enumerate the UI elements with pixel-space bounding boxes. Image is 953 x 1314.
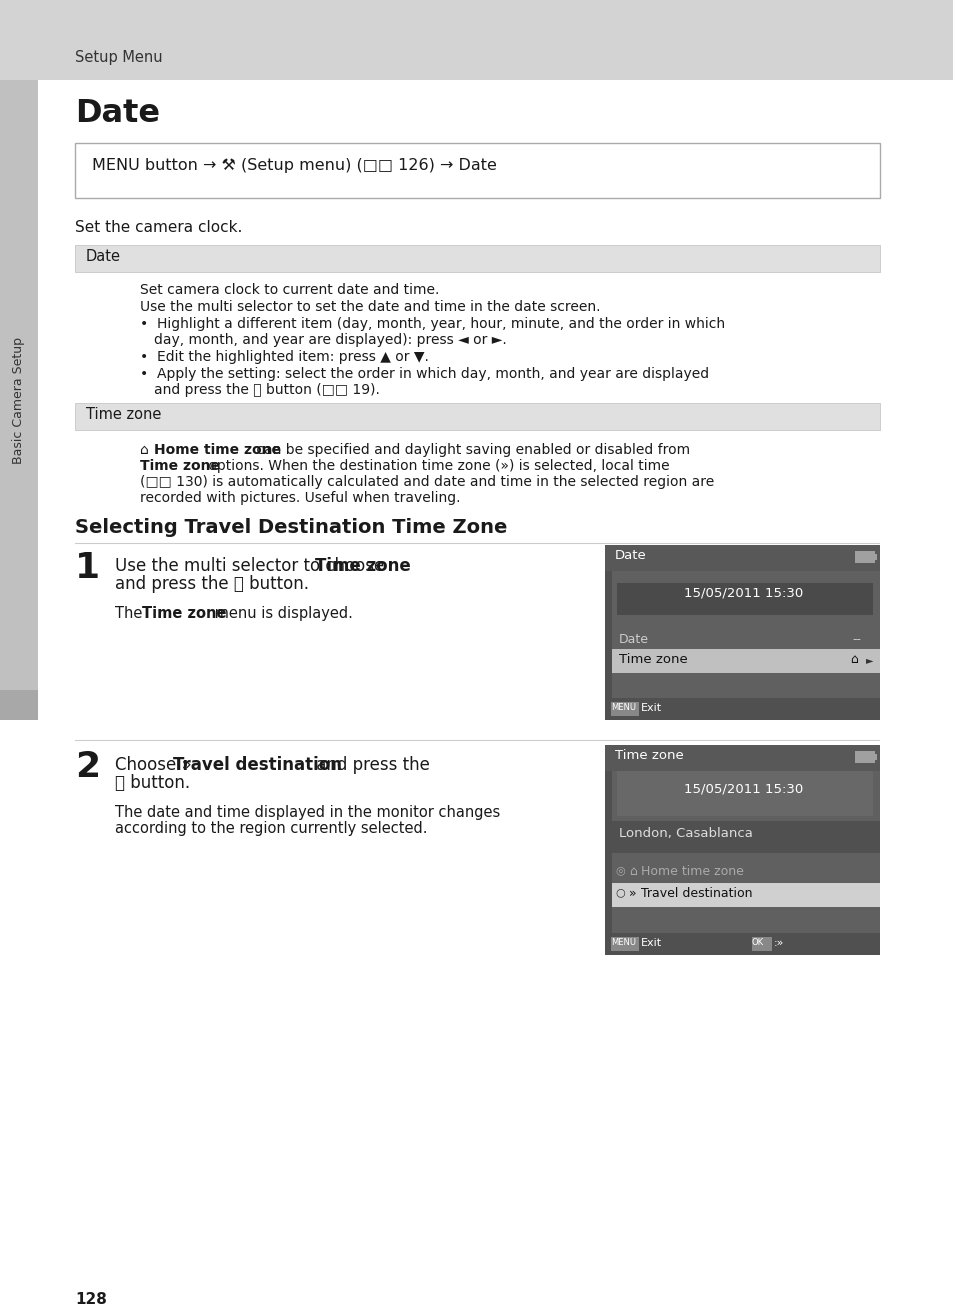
Text: 1: 1 [75,551,100,585]
Text: ⌂: ⌂ [140,443,153,457]
Text: Use the multi selector to choose: Use the multi selector to choose [115,557,389,576]
Text: and press the ⓞ button (□□ 19).: and press the ⓞ button (□□ 19). [153,382,379,397]
Bar [617,771,872,816]
Bar [604,572,612,720]
Text: 15/05/2011 15:30: 15/05/2011 15:30 [683,783,802,796]
Bar [854,752,874,763]
Bar [604,545,879,720]
Bar [610,937,639,951]
Text: Time zone: Time zone [86,407,161,422]
Text: 128: 128 [75,1292,107,1307]
Text: :»: :» [773,938,783,947]
Bar [854,551,874,562]
Text: Date: Date [618,633,648,646]
Bar [612,821,879,853]
Text: Setup Menu: Setup Menu [75,50,162,64]
Bar [75,244,879,272]
Text: OK: OK [751,938,763,947]
Text: Home time zone: Home time zone [640,865,743,878]
Text: --: -- [851,633,861,646]
Text: Time zone: Time zone [618,653,687,666]
Bar [604,933,879,955]
Text: The: The [115,606,147,622]
Text: Date: Date [75,99,160,129]
Text: Date: Date [86,248,121,264]
Text: Time zone: Time zone [142,606,226,622]
Text: Exit: Exit [640,938,661,947]
Text: Exit: Exit [640,703,661,714]
Text: MENU: MENU [610,703,636,712]
Bar [75,143,879,198]
Bar [610,702,639,716]
Text: can be specified and daylight saving enabled or disabled from: can be specified and daylight saving ena… [252,443,689,457]
Text: »: » [628,887,636,900]
Bar [0,0,953,80]
Text: day, month, and year are displayed): press ◄ or ►.: day, month, and year are displayed): pre… [153,332,506,347]
Text: Basic Camera Setup: Basic Camera Setup [12,336,26,464]
Text: •  Edit the highlighted item: press ▲ or ▼.: • Edit the highlighted item: press ▲ or … [140,350,429,364]
Text: options. When the destination time zone (») is selected, local time: options. When the destination time zone … [204,459,669,473]
Text: MENU button → ⚒ (Setup menu) (□□ 126) → Date: MENU button → ⚒ (Setup menu) (□□ 126) → … [91,158,497,173]
Text: Time zone: Time zone [314,557,411,576]
Bar [604,572,879,720]
Text: ◎: ◎ [615,865,624,875]
Bar [873,555,876,560]
Text: Set camera clock to current date and time.: Set camera clock to current date and tim… [140,283,439,297]
Text: London, Casablanca: London, Casablanca [618,827,752,840]
Bar [604,745,879,771]
Text: ⌂: ⌂ [628,865,637,878]
Text: Set the camera clock.: Set the camera clock. [75,219,242,235]
Text: Travel destination: Travel destination [640,887,752,900]
Text: and press the ⓞ button.: and press the ⓞ button. [115,576,309,593]
Text: ⓞ button.: ⓞ button. [115,774,190,792]
Text: •  Apply the setting: select the order in which day, month, and year are display: • Apply the setting: select the order in… [140,367,708,381]
Text: menu is displayed.: menu is displayed. [210,606,353,622]
Text: Date: Date [615,549,646,562]
Bar [617,583,872,615]
Text: MENU: MENU [610,938,636,947]
Bar [604,698,879,720]
Text: The date and time displayed in the monitor changes: The date and time displayed in the monit… [115,805,499,820]
Bar [75,403,879,430]
Text: 15/05/2011 15:30: 15/05/2011 15:30 [683,587,802,600]
Bar [604,745,879,955]
Text: (□□ 130) is automatically calculated and date and time in the selected region ar: (□□ 130) is automatically calculated and… [140,474,714,489]
Bar [873,754,876,759]
Bar [0,80,38,720]
Text: Choose »: Choose » [115,756,196,774]
Bar [604,771,612,955]
Text: •  Highlight a different item (day, month, year, hour, minute, and the order in : • Highlight a different item (day, month… [140,317,724,331]
Text: Selecting Travel Destination Time Zone: Selecting Travel Destination Time Zone [75,518,507,537]
Text: recorded with pictures. Useful when traveling.: recorded with pictures. Useful when trav… [140,491,460,505]
Text: Time zone: Time zone [140,459,220,473]
Text: Time zone: Time zone [615,749,683,762]
Text: 2: 2 [75,750,100,784]
Text: ○: ○ [615,887,624,897]
Text: according to the region currently selected.: according to the region currently select… [115,821,427,836]
Text: ⌂: ⌂ [849,653,857,666]
Text: ►: ► [865,654,873,665]
Text: Travel destination: Travel destination [172,756,341,774]
Bar [612,649,879,673]
Text: Home time zone: Home time zone [153,443,281,457]
Text: Use the multi selector to set the date and time in the date screen.: Use the multi selector to set the date a… [140,300,599,314]
Bar [0,690,38,720]
Bar [604,771,879,955]
Bar [604,545,879,572]
Text: and press the: and press the [311,756,430,774]
Bar [751,937,771,951]
Bar [612,883,879,907]
